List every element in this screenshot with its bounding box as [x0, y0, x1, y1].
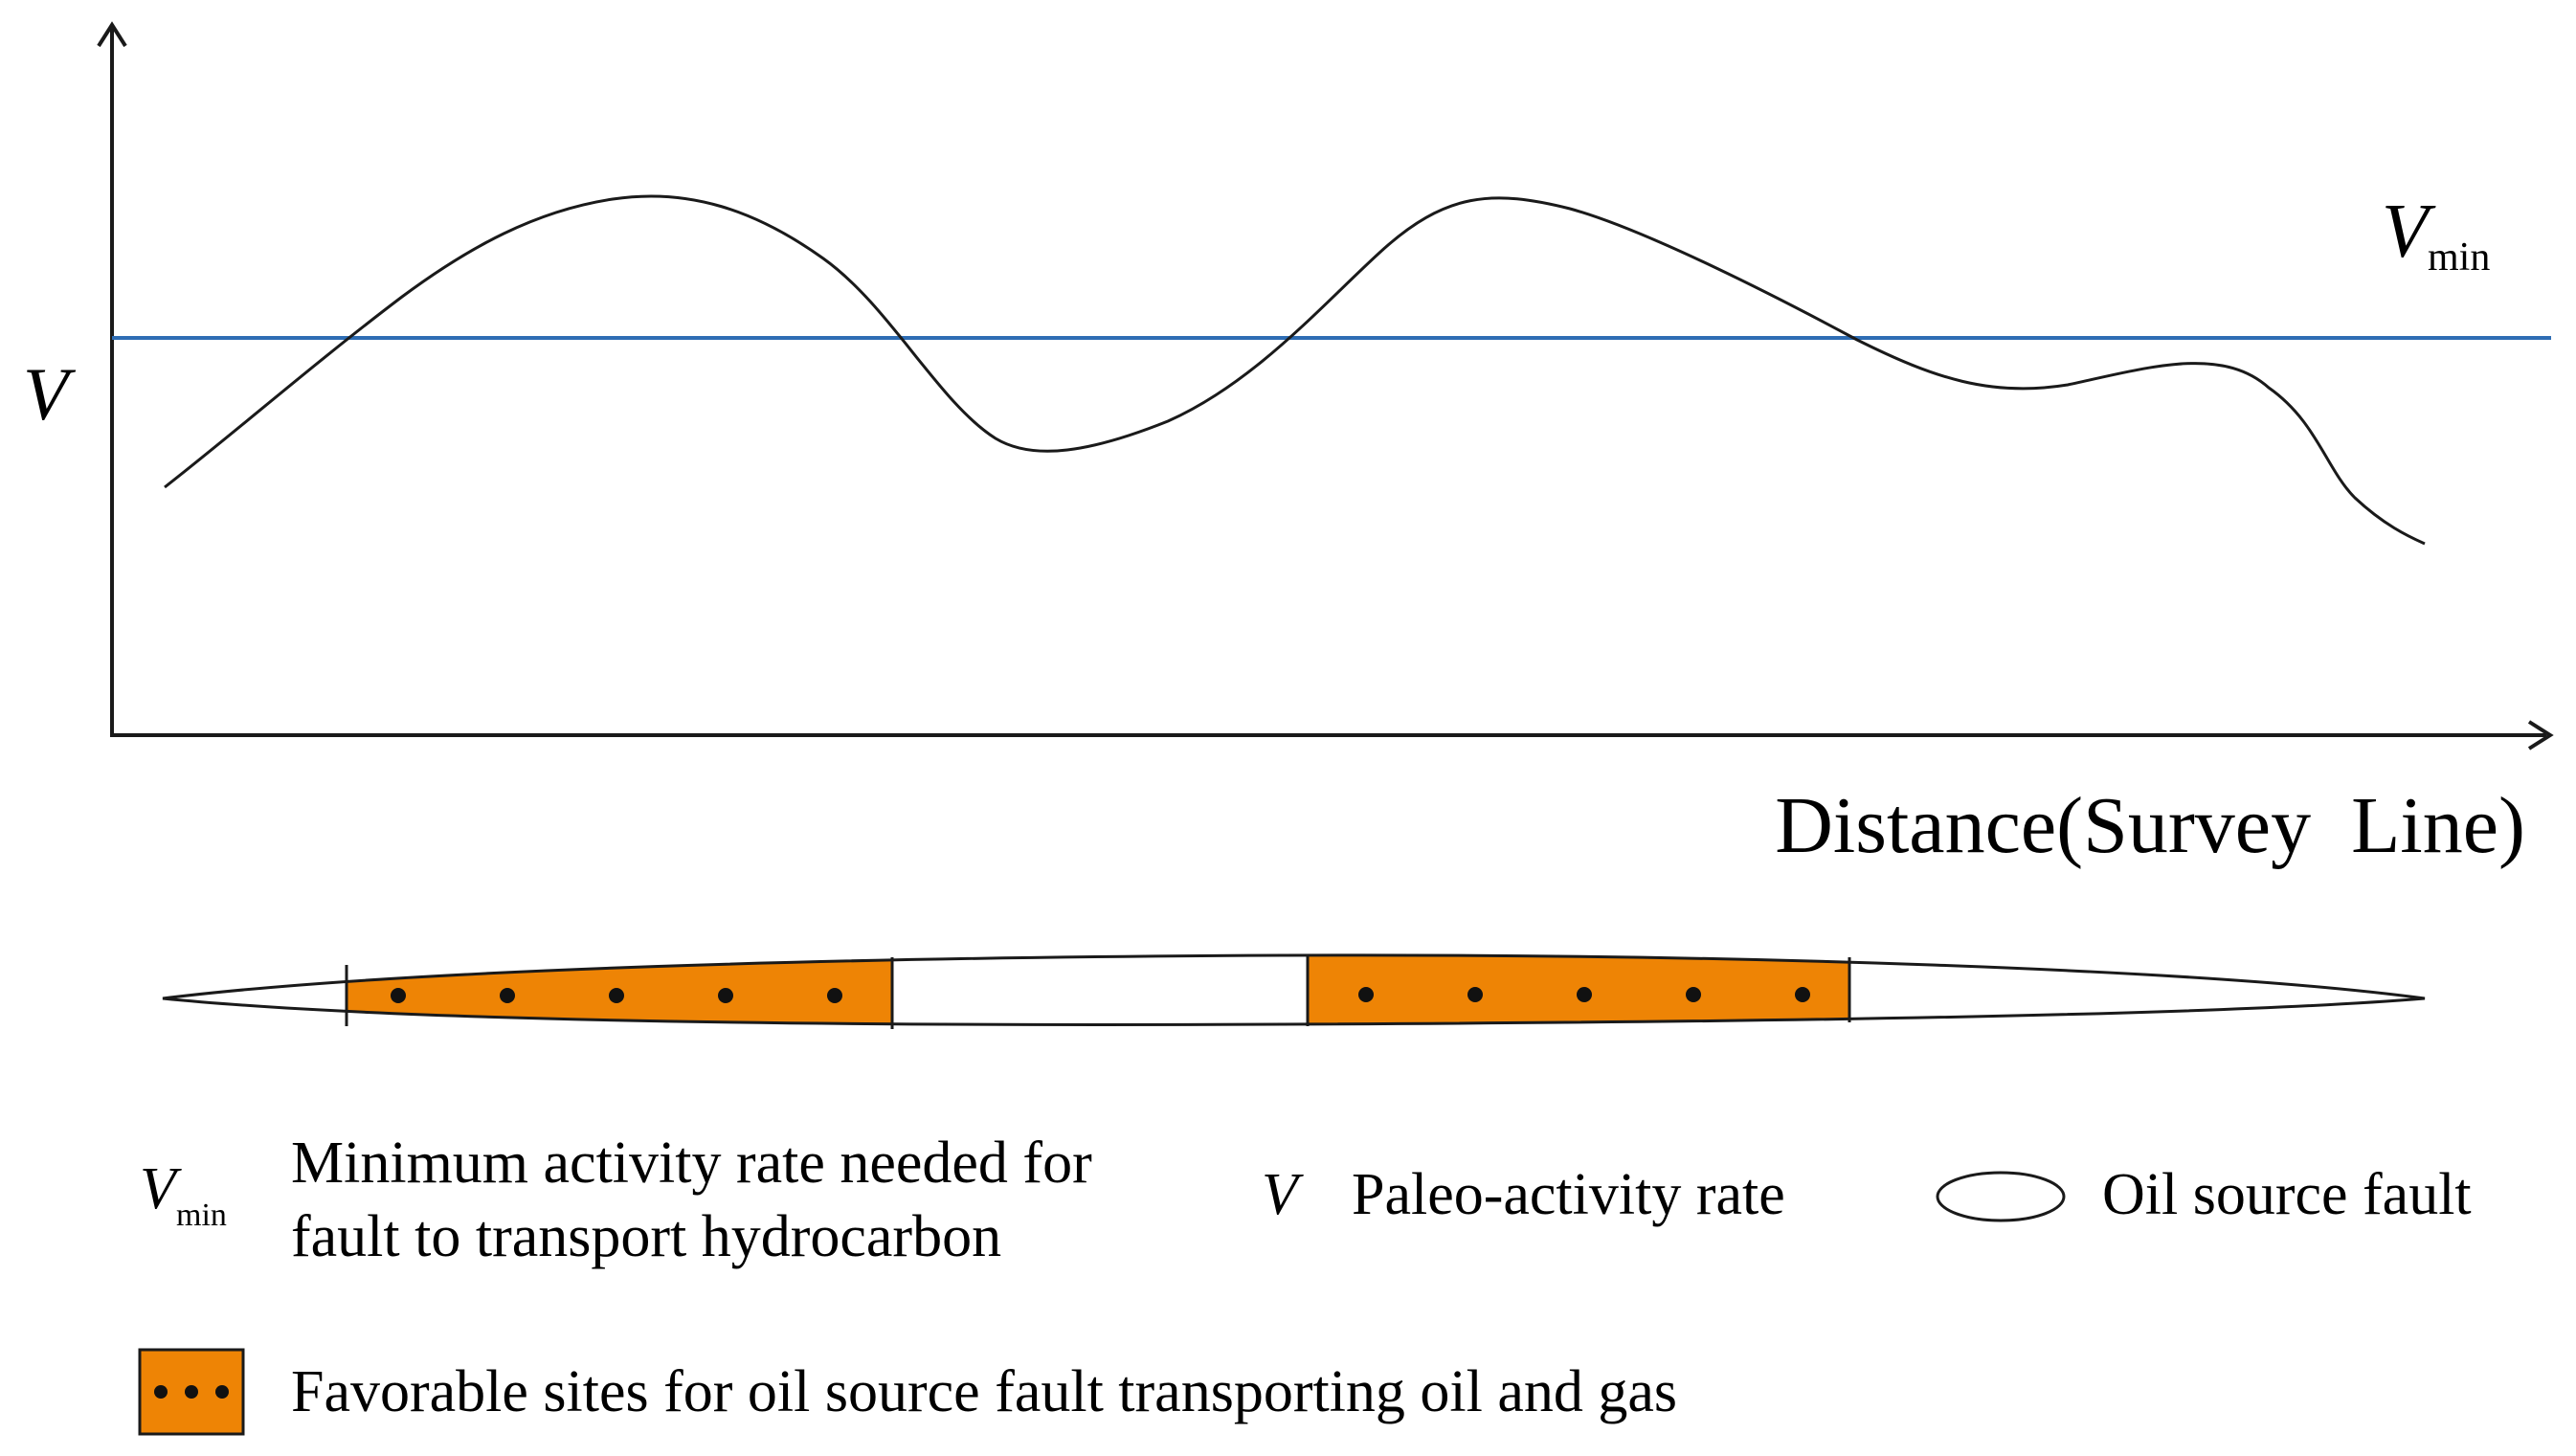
dot — [391, 988, 406, 1003]
legend-fault-ellipse-icon — [1936, 1171, 2066, 1222]
legend-vmin-entry: V min Minimum activity rate needed for f… — [140, 1131, 1092, 1269]
dot — [500, 988, 515, 1003]
y-axis-label: V — [23, 352, 77, 436]
legend-vmin-desc-line1: Minimum activity rate needed for — [291, 1131, 1092, 1196]
vmin-label-main: V — [2382, 190, 2436, 274]
dot — [827, 988, 842, 1003]
legend-vmin-symbol-sub: min — [176, 1198, 227, 1233]
legend-fault-desc: Oil source fault — [2102, 1162, 2472, 1227]
dot — [1358, 987, 1374, 1002]
dot — [154, 1385, 168, 1399]
dot — [1795, 987, 1810, 1002]
x-axis-arrowhead — [2527, 720, 2554, 750]
favorable-dots-left — [391, 988, 842, 1003]
vmin-threshold-label: V min — [2382, 190, 2490, 280]
x-axis-label: Distance(Survey Line) — [1775, 781, 2525, 870]
dot — [185, 1385, 198, 1399]
vmin-label-sub: min — [2428, 235, 2490, 280]
dot — [1467, 987, 1483, 1002]
dot — [609, 988, 624, 1003]
legend-vmin-symbol-main: V — [140, 1156, 182, 1221]
legend: V min Minimum activity rate needed for f… — [138, 1131, 2472, 1436]
dot — [1577, 987, 1592, 1002]
legend-vmin-desc-line2: fault to transport hydrocarbon — [291, 1204, 1001, 1269]
dot — [215, 1385, 229, 1399]
y-axis-arrowhead — [97, 21, 127, 48]
legend-fault-entry: Oil source fault — [1936, 1162, 2472, 1227]
legend-favorable-entry: Favorable sites for oil source fault tra… — [138, 1348, 1677, 1436]
favorable-dots-right — [1358, 987, 1810, 1002]
dot — [1686, 987, 1701, 1002]
legend-v-symbol: V — [1262, 1162, 1304, 1227]
legend-v-desc: Paleo-activity rate — [1352, 1162, 1785, 1227]
dot — [718, 988, 733, 1003]
fault-outline — [162, 953, 2426, 1026]
legend-favorable-desc: Favorable sites for oil source fault tra… — [291, 1359, 1677, 1424]
oil-source-fault — [162, 953, 2426, 1029]
paleo-activity-rate-curve — [164, 194, 2426, 546]
axes — [97, 21, 2554, 750]
legend-v-entry: V Paleo-activity rate — [1262, 1162, 1785, 1227]
